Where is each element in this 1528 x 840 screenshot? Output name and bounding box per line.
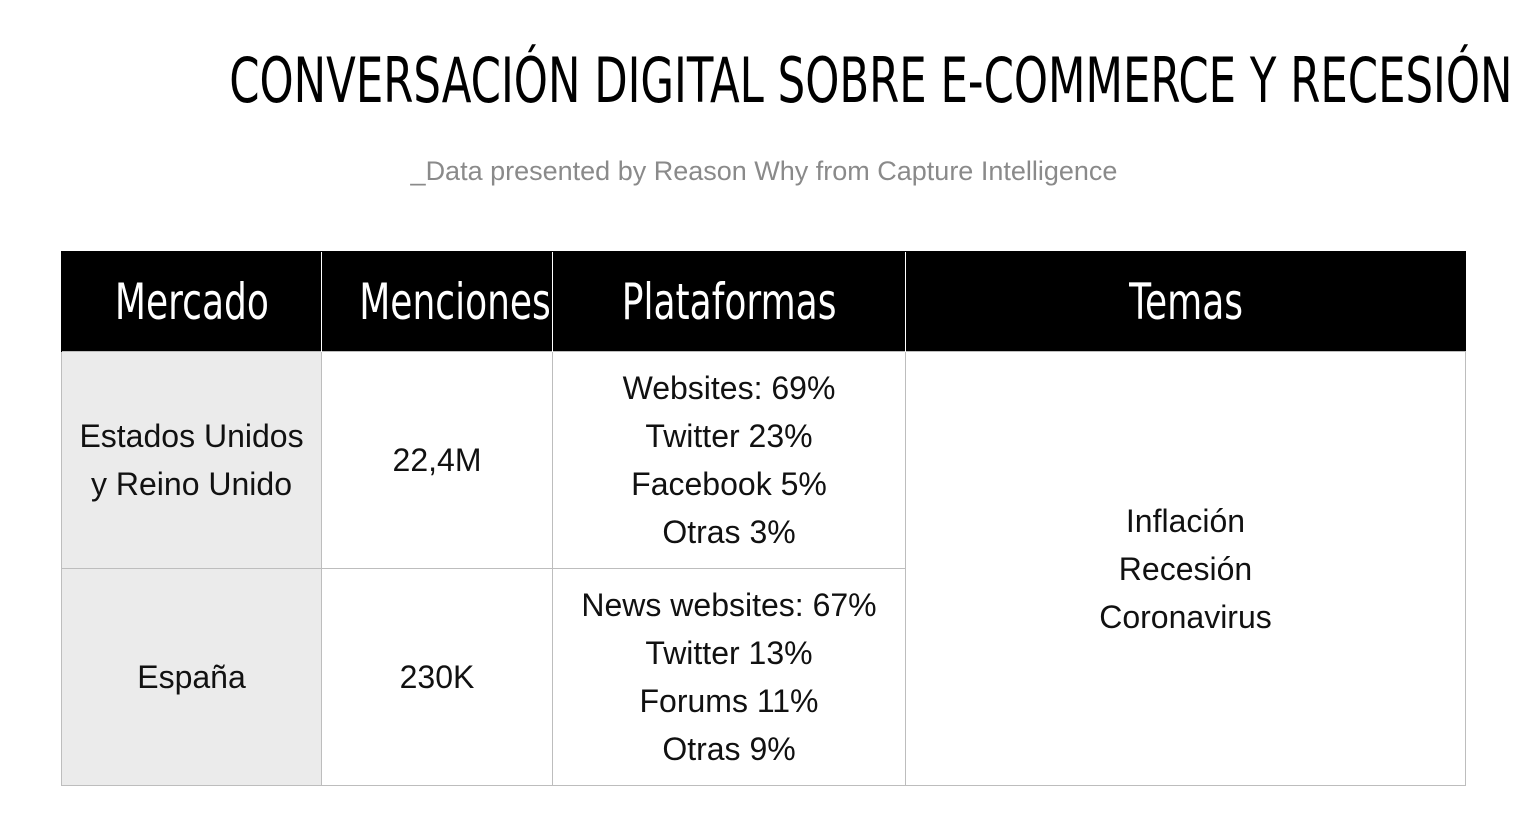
table-row: España 230K News websites: 67% Twitter 1… bbox=[61, 568, 1466, 786]
page-title: CONVERSACIÓN DIGITAL SOBRE E-COMMERCE Y … bbox=[229, 44, 1513, 117]
topic-item: Coronavirus bbox=[1099, 598, 1272, 635]
platform-item: Websites: 69% bbox=[622, 370, 836, 406]
column-header-menciones: Menciones bbox=[321, 251, 553, 352]
market-cell: España bbox=[61, 568, 322, 786]
column-header-mercado: Mercado bbox=[61, 251, 322, 352]
column-header-temas: Temas bbox=[905, 251, 1466, 352]
platforms-cell: News websites: 67% Twitter 13% Forums 11… bbox=[552, 568, 906, 786]
platform-item: Twitter 13% bbox=[645, 635, 813, 671]
table-row: Estados Unidos y Reino Unido 22,4M Websi… bbox=[61, 351, 1466, 786]
platform-item: Otras 3% bbox=[662, 514, 796, 550]
platform-item: Facebook 5% bbox=[631, 466, 827, 502]
market-label-line: y Reino Unido bbox=[91, 466, 292, 502]
market-label-line: Estados Unidos bbox=[79, 418, 304, 454]
topic-item: Inflación bbox=[1125, 502, 1246, 539]
mentions-cell: 230K bbox=[321, 568, 553, 786]
platform-item: Otras 9% bbox=[662, 731, 796, 767]
platform-item: Twitter 23% bbox=[645, 418, 813, 454]
platform-item: Forums 11% bbox=[639, 683, 819, 719]
platforms-cell: Websites: 69% Twitter 23% Facebook 5% Ot… bbox=[552, 351, 906, 569]
market-label-line: España bbox=[137, 659, 246, 695]
platform-item: News websites: 67% bbox=[581, 587, 877, 623]
column-header-plataformas: Plataformas bbox=[552, 251, 906, 352]
mentions-table: Mercado Menciones Plataformas Temas Esta… bbox=[61, 251, 1466, 786]
market-cell: Estados Unidos y Reino Unido bbox=[61, 351, 322, 569]
page-subtitle: _Data presented by Reason Why from Captu… bbox=[410, 156, 1118, 186]
topics-cell: Inflación Recesión Coronavirus bbox=[905, 351, 1466, 786]
mentions-cell: 22,4M bbox=[321, 351, 553, 569]
table-header-row: Mercado Menciones Plataformas Temas bbox=[61, 251, 1466, 352]
topic-item: Recesión bbox=[1118, 550, 1253, 587]
